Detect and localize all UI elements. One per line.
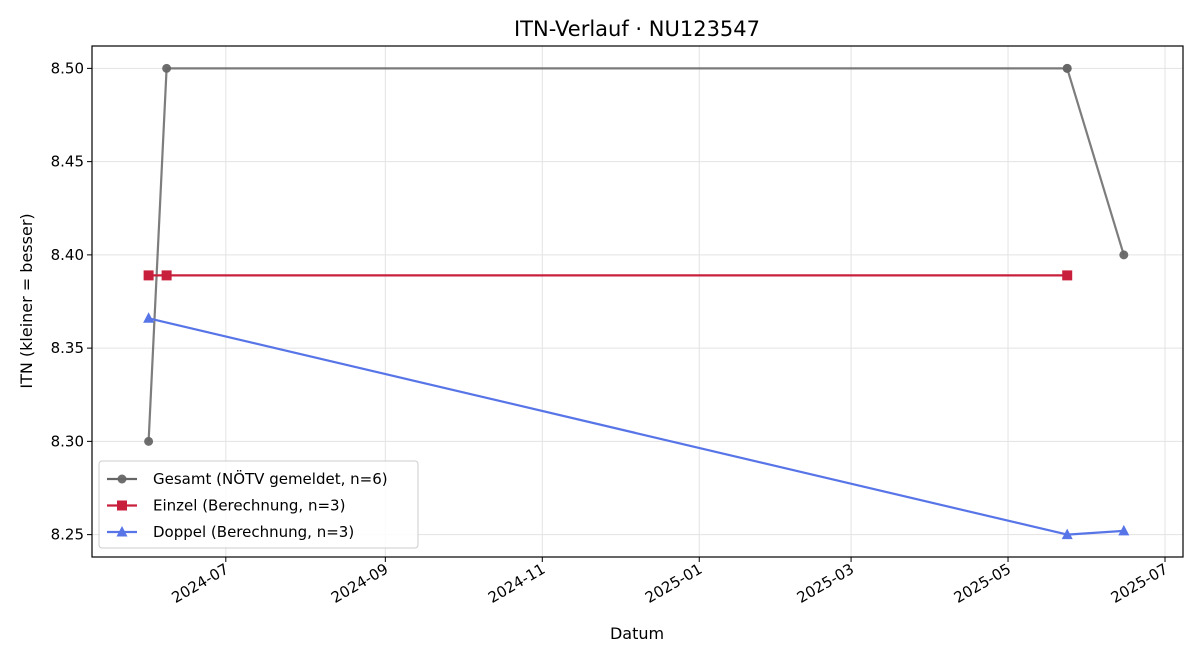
plot-series xyxy=(143,63,1130,540)
x-axis-ticks: 2024-07 2024-09 2024-11 2025-01 2025-03 2025-… xyxy=(169,557,1171,607)
data-point xyxy=(1062,63,1072,73)
x-tick-label: 2024-07 xyxy=(169,560,232,607)
plot-frame xyxy=(91,45,1184,558)
legend-entry: Doppel (Berechnung, n=3) xyxy=(107,523,354,541)
x-tick-label: 2024-09 xyxy=(328,560,391,607)
data-point xyxy=(144,436,154,446)
data-point xyxy=(162,63,172,73)
data-point xyxy=(1062,270,1073,281)
x-tick-label: 2024-11 xyxy=(485,560,548,607)
data-point xyxy=(143,270,154,281)
legend: Gesamt (NÖTV gemeldet, n=6) Einzel (Berec… xyxy=(98,460,419,549)
y-tick-label: 8.50 xyxy=(51,59,84,77)
y-tick-label: 8.30 xyxy=(51,432,84,450)
y-tick-label: 8.35 xyxy=(51,339,84,357)
x-tick-label: 2025-01 xyxy=(642,560,705,607)
x-axis-label: Datum xyxy=(610,624,664,643)
y-tick-label: 8.45 xyxy=(51,153,84,171)
series-3 xyxy=(143,312,1130,540)
legend-marker xyxy=(116,526,128,537)
y-axis-label: ITN (kleiner = besser) xyxy=(17,213,36,388)
y-tick-label: 8.40 xyxy=(51,246,84,264)
chart-title: ITN-Verlauf · NU123547 xyxy=(514,17,760,41)
legend-label: Gesamt (NÖTV gemeldet, n=6) xyxy=(153,469,388,488)
x-tick-label: 2025-03 xyxy=(794,560,857,607)
data-point xyxy=(1061,528,1073,540)
series-line xyxy=(147,67,1125,442)
y-axis-ticks: 8.25 8.30 8.35 8.40 8.45 8.50 xyxy=(51,59,92,544)
legend-entry: Gesamt (NÖTV gemeldet, n=6) xyxy=(107,469,388,488)
data-point xyxy=(1119,250,1129,260)
legend-entry: Einzel (Berechnung, n=3) xyxy=(107,497,345,515)
legend-label: Doppel (Berechnung, n=3) xyxy=(153,523,354,541)
data-point xyxy=(1118,524,1130,536)
legend-label: Einzel (Berechnung, n=3) xyxy=(153,497,345,515)
x-tick-label: 2025-05 xyxy=(951,560,1014,607)
data-point xyxy=(161,270,172,281)
legend-marker xyxy=(117,474,127,484)
legend-box xyxy=(98,460,419,549)
series-1 xyxy=(144,63,1129,446)
x-tick-label: 2025-07 xyxy=(1108,560,1171,607)
data-point xyxy=(143,312,155,323)
y-tick-label: 8.25 xyxy=(51,526,84,544)
legend-marker xyxy=(117,500,127,511)
series-2 xyxy=(143,270,1073,281)
